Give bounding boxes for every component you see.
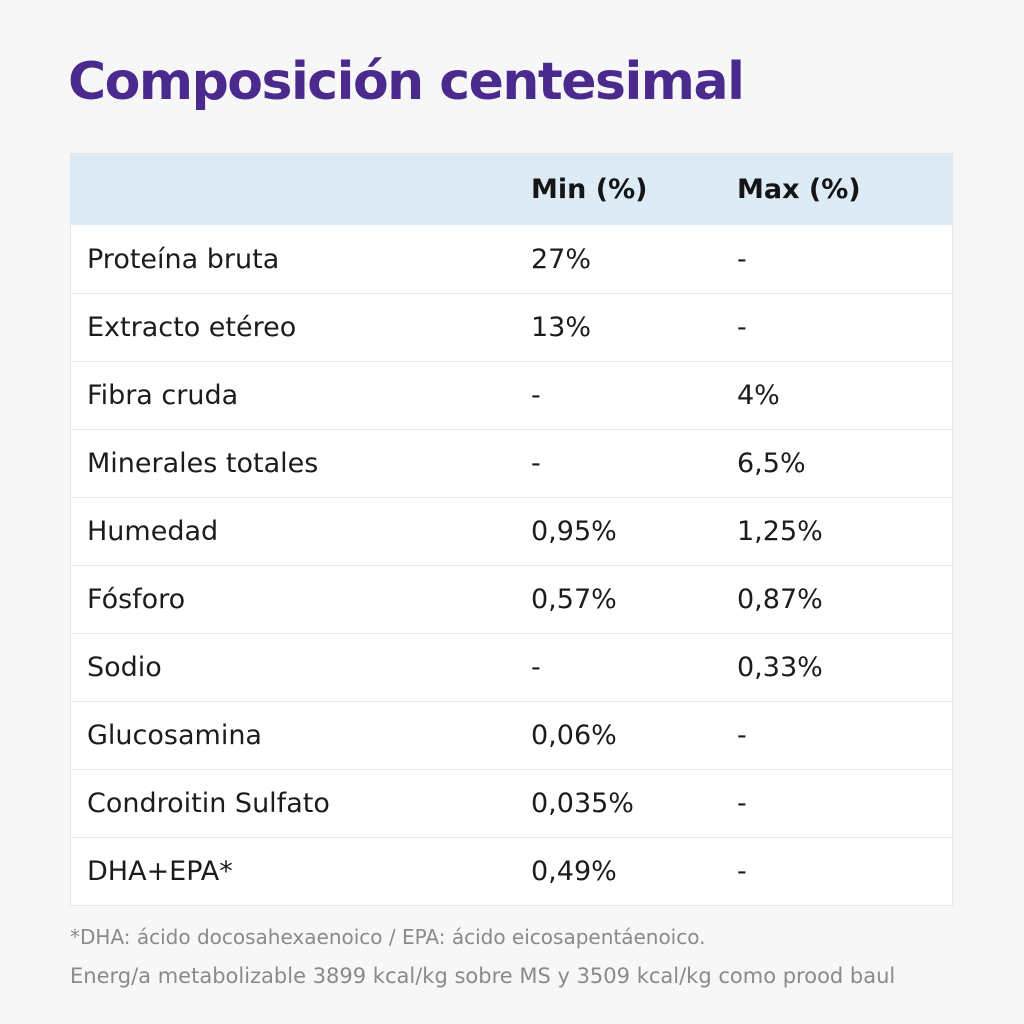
table-row: Extracto etéreo 13% - [71, 293, 952, 361]
row-max-cell: - [737, 243, 747, 275]
row-min-cell: 13% [531, 312, 592, 343]
header-min: Min (%) [531, 174, 648, 205]
table-row: Condroitin Sulfato 0,035% - [71, 769, 952, 837]
row-max-cell: 1,25% [737, 516, 823, 547]
table-row: Sodio - 0,33% [71, 633, 952, 701]
row-min-cell: - [531, 380, 541, 411]
row-name-cell: Fósforo [87, 584, 186, 615]
row-max-cell: 0,87% [737, 584, 823, 615]
table-row: DHA+EPA* 0,49% - [71, 837, 952, 905]
table-header: Min (%) Max (%) [71, 154, 952, 225]
footnote-energy: Energ/a metabolizable 3899 kcal/kg sobre… [70, 964, 896, 988]
row-name-cell: Fibra cruda [87, 380, 239, 411]
row-min-cell: 0,95% [531, 516, 617, 547]
row-min-cell: 0,49% [531, 856, 617, 887]
row-name-cell: Extracto etéreo [87, 312, 297, 343]
row-max-cell: - [737, 312, 747, 343]
row-max-cell: 6,5% [737, 448, 806, 479]
composition-table: Min (%) Max (%) Proteína bruta 27% - Extrac… [70, 153, 953, 906]
row-min-cell: 0,035% [531, 788, 634, 819]
table-row: Fósforo 0,57% 0,87% [71, 565, 952, 633]
table-row: Humedad 0,95% 1,25% [71, 497, 952, 565]
table-row: Proteína bruta 27% - [71, 225, 952, 293]
row-min-cell: 0,57% [531, 584, 617, 615]
table-row: Fibra cruda - 4% [71, 361, 952, 429]
table-body: Proteína bruta 27% - Extracto etéreo 13% - Fib… [71, 225, 952, 905]
row-min-cell: - [531, 652, 541, 683]
row-name-cell: Minerales totales [87, 448, 319, 479]
footnote-dha-epa: *DHA: ácido docosahexaenoico / EPA: ácid… [70, 925, 706, 949]
row-max-cell: 4% [737, 380, 780, 411]
row-name-cell: Condroitin Sulfato [87, 788, 330, 819]
row-max-cell: - [737, 720, 747, 751]
row-name-cell: Humedad [87, 516, 219, 547]
row-name-cell: Glucosamina [87, 720, 262, 751]
row-max-cell: - [737, 788, 747, 819]
table-row: Glucosamina 0,06% - [71, 701, 952, 769]
row-max-cell: 0,33% [737, 652, 823, 683]
row-min-cell: 27% [531, 243, 592, 275]
row-name-cell: Proteína bruta [87, 243, 280, 275]
row-name-cell: DHA+EPA* [87, 856, 233, 887]
page-title: Composición centesimal [68, 52, 745, 112]
row-min-cell: - [531, 448, 541, 479]
table-row: Minerales totales - 6,5% [71, 429, 952, 497]
header-max: Max (%) [737, 174, 861, 205]
row-max-cell: - [737, 856, 747, 887]
row-name-cell: Sodio [87, 652, 162, 683]
row-min-cell: 0,06% [531, 720, 617, 751]
